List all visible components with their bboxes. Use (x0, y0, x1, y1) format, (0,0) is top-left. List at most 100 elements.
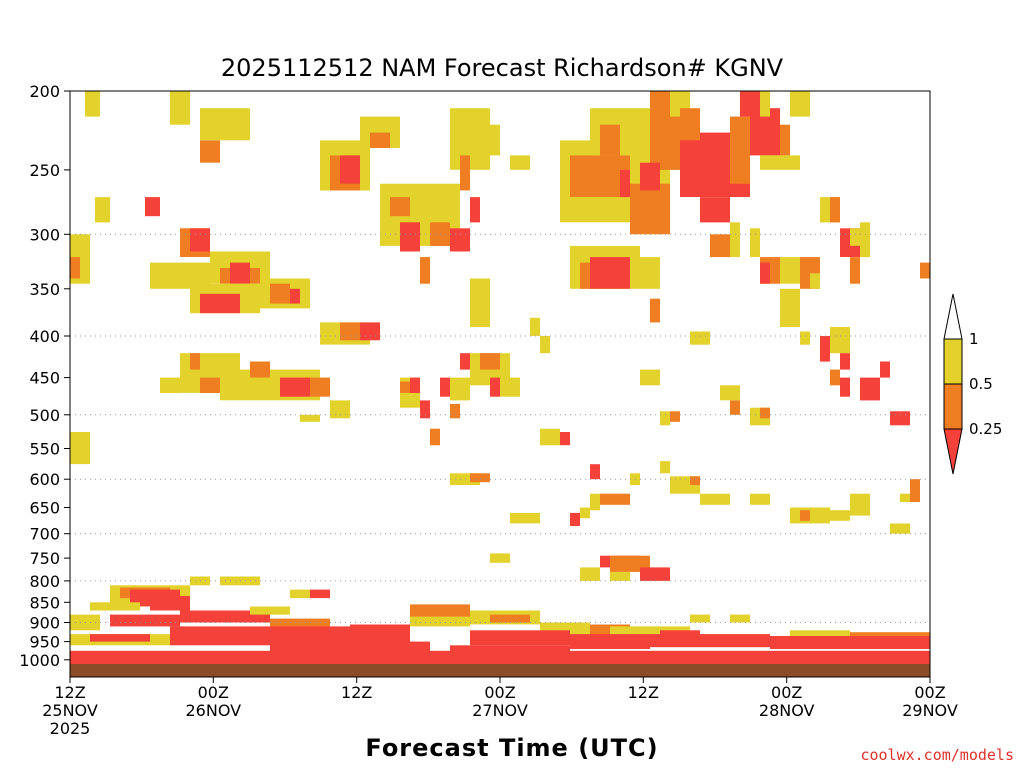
heatmap-cell (340, 322, 360, 341)
heatmap-cell (170, 626, 350, 646)
x-tick-label: 12Z (628, 683, 659, 702)
heatmap-cell (200, 293, 240, 314)
heatmap-cell (190, 353, 200, 370)
heatmap-cell (720, 385, 740, 401)
heatmap-cell (620, 169, 630, 198)
heatmap-cell (490, 614, 530, 623)
heatmap-cell (150, 596, 190, 611)
heatmap-cell (730, 614, 750, 623)
heatmap-cell (530, 317, 540, 336)
y-tick-label: 900 (29, 614, 60, 633)
heatmap-cell (450, 645, 570, 657)
heatmap-cell (570, 634, 650, 649)
heatmap-cell (300, 414, 320, 422)
heatmap-cell (430, 428, 440, 446)
heatmap-cell (410, 604, 470, 617)
heatmap-cell (490, 377, 500, 397)
heatmap-cell (170, 91, 190, 125)
y-tick-label: 350 (29, 280, 60, 299)
x-tick-label: 2025 (50, 719, 91, 738)
heatmap-cell (750, 493, 770, 505)
heatmap-cell (440, 377, 450, 397)
heatmap-cell (780, 288, 800, 327)
y-axis: 200 250 300 350 400 450 500 550 600 650 700 750 800 8… (19, 82, 70, 670)
heatmap-cell (760, 262, 770, 284)
heatmap-cell (250, 361, 270, 378)
heatmap-cell (630, 183, 670, 235)
heatmap-cell (410, 377, 420, 393)
x-tick-label: 00Z (198, 683, 229, 702)
heatmap-cell (250, 606, 290, 615)
heatmap-cell (450, 377, 470, 401)
heatmap-cell (85, 91, 100, 117)
heatmap-cell (820, 336, 830, 362)
y-tick-label: 300 (29, 225, 60, 244)
heatmap-cell (890, 523, 910, 534)
heatmap-cell (790, 630, 850, 640)
x-tick-label: 00Z (771, 683, 802, 702)
heatmap-cell (640, 257, 660, 289)
heatmap-cell (310, 377, 330, 397)
heatmap-cell (70, 432, 90, 465)
legend-bin (943, 383, 963, 430)
heatmap-cell (690, 614, 710, 623)
heatmap-cell (860, 222, 870, 258)
heatmap-cell (610, 572, 630, 581)
heatmap-cell (680, 108, 700, 141)
ground-layer (70, 664, 930, 677)
x-tick-label: 28NOV (759, 701, 815, 720)
heatmap-cell (860, 377, 880, 401)
heatmap-cell (660, 411, 670, 426)
heatmap-cell (830, 510, 850, 521)
heatmap-cell (770, 636, 930, 649)
heatmap-cell (830, 327, 850, 354)
heatmap-cell (390, 197, 410, 217)
x-tick-label: 00Z (914, 683, 945, 702)
heatmap-cell (650, 634, 770, 648)
heatmap-cell (790, 91, 810, 117)
y-tick-label: 650 (29, 499, 60, 518)
x-tick-label: 29NOV (902, 701, 958, 720)
heatmap-cell (540, 336, 550, 354)
heatmap-cell (330, 400, 350, 419)
heatmap-cell (400, 222, 420, 252)
heatmap-cell (310, 589, 330, 599)
gridlines (70, 233, 930, 623)
legend-label: 0.5 (969, 375, 993, 393)
y-tick-label: 1000 (19, 651, 60, 670)
heatmap-cell (730, 116, 750, 184)
heatmap-cell (650, 298, 660, 323)
legend-label: 0.25 (969, 420, 1002, 438)
heatmap-cell (450, 228, 470, 252)
heatmap-cell (290, 288, 300, 304)
heatmap-cell (470, 197, 480, 223)
heatmap-cell (420, 257, 430, 284)
heatmap-cell (730, 400, 740, 415)
heatmap-cell (850, 228, 860, 246)
y-tick-label: 550 (29, 440, 60, 459)
heatmap-cell (400, 381, 410, 393)
y-tick-label: 450 (29, 369, 60, 388)
credit-text: coolwx.com/models (860, 746, 1014, 764)
heatmap-cell (420, 400, 430, 419)
heatmap-cell (640, 567, 670, 581)
heatmap-cell (850, 257, 860, 284)
heatmap-cell (350, 624, 410, 646)
y-tick-label: 400 (29, 327, 60, 346)
heatmap-cell (890, 411, 910, 426)
heatmap-cell (90, 634, 150, 642)
heatmap-cell (480, 124, 500, 156)
y-tick-label: 700 (29, 525, 60, 544)
heatmap-cell (360, 322, 380, 341)
heatmap-cell (370, 132, 390, 148)
y-tick-label: 750 (29, 549, 60, 568)
heatmap-cell (920, 262, 930, 279)
heatmap-cell (270, 618, 330, 631)
heatmap-cell (580, 262, 590, 289)
heatmap-cell (640, 162, 660, 191)
heatmap-cell (640, 369, 660, 386)
ground-band (70, 664, 930, 677)
heatmap-cell (900, 493, 910, 503)
